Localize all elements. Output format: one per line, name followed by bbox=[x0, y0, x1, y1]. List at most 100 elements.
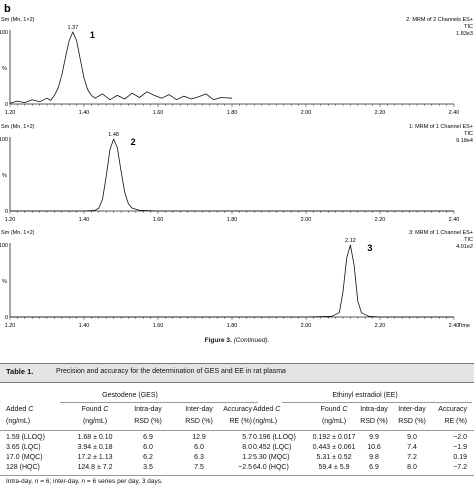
table-cell: 6.2 bbox=[143, 454, 153, 461]
chromatogram-trace bbox=[10, 138, 454, 212]
x-tick-label: 1.20 bbox=[5, 217, 16, 223]
y-tick-label: 0 bbox=[5, 102, 8, 108]
channel-title: 3: MRM of 1 Channel ES+ bbox=[409, 230, 473, 236]
tic-label: TIC bbox=[464, 24, 473, 30]
table-column-header: Inter-day bbox=[185, 406, 213, 413]
y-tick-label: 100 bbox=[0, 243, 8, 249]
table-cell: 12.9 bbox=[192, 434, 206, 441]
peak-rt-label: 1.48 bbox=[108, 132, 119, 138]
table-top-rule bbox=[0, 363, 474, 364]
table-cell: 1.59 (LLOQ) bbox=[6, 434, 45, 441]
table-group-rule bbox=[282, 402, 472, 403]
table-cell: −2.5 bbox=[238, 464, 252, 471]
table-cell: −7.2 bbox=[453, 464, 467, 471]
x-tick-label: 1.20 bbox=[5, 110, 16, 116]
table-column-unit: RSD (%) bbox=[398, 418, 426, 425]
table-group-header: Ethinyl estradiol (EE) bbox=[332, 392, 398, 399]
y-tick-label: 0 bbox=[5, 315, 8, 321]
table-caption-rule bbox=[0, 382, 474, 383]
table-cell: 1.68 ± 0.10 bbox=[77, 434, 113, 441]
table-cell: 6.0 bbox=[194, 444, 204, 451]
y-unit-label: % bbox=[2, 279, 7, 285]
table-cell: 0.19 bbox=[453, 454, 467, 461]
chromatogram-trace bbox=[9, 31, 233, 104]
x-tick-label: 1.40 bbox=[79, 217, 90, 223]
channel-label: Sm (Mn, 1×2) bbox=[1, 124, 35, 130]
intensity-label: 1.83e3 bbox=[456, 31, 473, 37]
table-cell: 3.5 bbox=[143, 464, 153, 471]
table-cell: 7.4 bbox=[407, 444, 417, 451]
table-cell: 3.94 ± 0.18 bbox=[77, 444, 113, 451]
table-label: Table 1. bbox=[6, 367, 34, 376]
intensity-label: 9.18e4 bbox=[456, 138, 473, 144]
channel-label: Sm (Mn, 1×2) bbox=[1, 17, 35, 23]
table-group-header: Gestodene (GES) bbox=[102, 392, 158, 399]
table-cell: 128 (HQC) bbox=[6, 464, 40, 471]
table-cell: 17.2 ± 1.13 bbox=[77, 454, 113, 461]
x-tick-label: 2.20 bbox=[375, 323, 386, 329]
table-cell: 6.3 bbox=[194, 454, 204, 461]
table-column-unit: RE (%) bbox=[444, 418, 467, 425]
channel-title: 2: MRM of 2 Channels ES+ bbox=[406, 17, 473, 23]
x-tick-label: 1.40 bbox=[79, 110, 90, 116]
channel-title: 1: MRM of 1 Channel ES+ bbox=[409, 124, 473, 130]
x-tick-label: 2.00 bbox=[301, 323, 312, 329]
table-column-header: Accuracy bbox=[438, 406, 467, 413]
table-column-unit: RSD (%) bbox=[360, 418, 388, 425]
table-column-header: Added C bbox=[253, 406, 281, 413]
x-tick-label: 1.80 bbox=[227, 217, 238, 223]
table-cell: 59.4 ± 5.9 bbox=[318, 464, 350, 471]
table-column-unit: (ng/mL) bbox=[253, 418, 278, 425]
y-tick-label: 100 bbox=[0, 30, 8, 36]
figure-caption-label: Figure 3. bbox=[204, 337, 232, 344]
table-bottom-rule bbox=[0, 475, 474, 476]
table-cell: 6.9 bbox=[369, 464, 379, 471]
tic-label: TIC bbox=[464, 237, 473, 243]
table-caption: Precision and accuracy for the determina… bbox=[56, 367, 286, 375]
x-tick-label: 2.40 bbox=[449, 323, 460, 329]
figure-caption: Figure 3. (Continued). bbox=[0, 337, 474, 344]
table-column-unit: (ng/mL) bbox=[321, 418, 347, 425]
tic-label: TIC bbox=[464, 131, 473, 137]
table-cell: 8.0 bbox=[407, 464, 417, 471]
x-tick-label: 1.60 bbox=[153, 323, 164, 329]
y-unit-label: % bbox=[2, 173, 7, 179]
table-cell: 0.196 (LLOQ) bbox=[253, 434, 296, 441]
x-tick-label: 1.60 bbox=[153, 217, 164, 223]
panel-letter: b bbox=[4, 3, 11, 15]
peak-rt-label: 2.12 bbox=[345, 238, 356, 244]
x-tick-label: 1.60 bbox=[153, 110, 164, 116]
table-cell: 124.8 ± 7.2 bbox=[77, 464, 113, 471]
x-tick-label: 2.40 bbox=[449, 217, 460, 223]
table-cell: 9.9 bbox=[369, 434, 379, 441]
table-cell: 7.5 bbox=[194, 464, 204, 471]
x-tick-label: 1.80 bbox=[227, 110, 238, 116]
table-group-rule bbox=[60, 402, 258, 403]
table-cell: 5.7 bbox=[242, 434, 252, 441]
table-cell: 7.2 bbox=[407, 454, 417, 461]
x-tick-label: 2.20 bbox=[375, 110, 386, 116]
y-unit-label: % bbox=[2, 66, 7, 72]
table-cell: 9.8 bbox=[369, 454, 379, 461]
x-tick-label: 1.20 bbox=[5, 323, 16, 329]
peak-rt-label: 1.37 bbox=[68, 25, 79, 31]
table-header-rule bbox=[0, 430, 474, 431]
table-cell: −2.0 bbox=[453, 434, 467, 441]
table-column-unit: RE (%) bbox=[229, 418, 252, 425]
table-footnote: Intra-day, n = 6; inter-day, n = 6 serie… bbox=[6, 478, 163, 485]
table-cell: 0.443 ± 0.061 bbox=[312, 444, 356, 451]
chromatogram-trace bbox=[10, 244, 454, 318]
table-cell: 6.0 bbox=[143, 444, 153, 451]
intensity-label: 4.01e2 bbox=[456, 244, 473, 250]
table-column-header: Accuracy bbox=[223, 406, 252, 413]
table-column-header: Found C bbox=[320, 406, 348, 413]
x-axis-label: Time bbox=[458, 323, 470, 329]
peak-number: 3 bbox=[367, 243, 372, 253]
figure-caption-text: (Continued). bbox=[233, 337, 270, 344]
table-column-unit: RSD (%) bbox=[185, 418, 213, 425]
x-tick-label: 1.80 bbox=[227, 323, 238, 329]
peak-number: 1 bbox=[90, 30, 95, 40]
x-tick-label: 2.00 bbox=[301, 217, 312, 223]
channel-label: Sm (Mn, 1×2) bbox=[1, 230, 35, 236]
table-column-unit: (ng/mL) bbox=[82, 418, 108, 425]
